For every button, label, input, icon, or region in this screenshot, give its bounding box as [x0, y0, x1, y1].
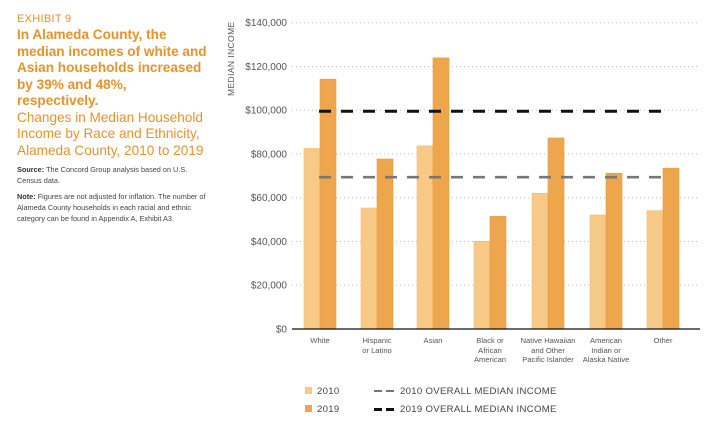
dash-2010-icon [374, 390, 394, 393]
bar-2019 [319, 78, 337, 330]
bar-2019 [432, 57, 450, 330]
y-tick-label: $80,000 [251, 149, 288, 160]
headline: In Alameda County, the median incomes of… [17, 27, 207, 108]
swatch-2019 [305, 405, 312, 412]
bar-2019 [547, 137, 565, 330]
bar-2019 [662, 167, 680, 330]
y-tick-label: $100,000 [245, 106, 287, 117]
bar-2019 [605, 172, 623, 330]
legend-2010-label: 2010 [317, 386, 340, 397]
source-text: The Concord Group analysis based on U.S.… [17, 165, 188, 185]
note-label: Note: [17, 192, 36, 201]
category-label: Black or African American [473, 336, 507, 365]
source-label: Source: [17, 165, 45, 174]
category-label: American Indian or Alaska Native [582, 336, 630, 365]
y-tick-label: $60,000 [251, 193, 288, 204]
legend-2019: 2019 [305, 404, 340, 415]
legend-ref-2019-label: 2019 OVERALL MEDIAN INCOME [400, 404, 557, 415]
y-tick-label: $40,000 [251, 237, 288, 248]
legend-ref-2019: 2019 OVERALL MEDIAN INCOME [374, 404, 557, 415]
note-text: Figures are not adjusted for inflation. … [17, 192, 206, 223]
bar-2010 [416, 145, 434, 330]
category-label: Native Hawaiian and Other Pacific Island… [520, 336, 576, 365]
inflation-note: Note: Figures are not adjusted for infla… [17, 191, 207, 224]
bar-2019 [376, 158, 394, 330]
bar-2019 [489, 216, 507, 330]
swatch-2010 [305, 387, 312, 394]
dash-2019-icon [374, 407, 394, 411]
bar-2010 [646, 210, 664, 330]
category-label: Other [653, 336, 673, 345]
y-tick-label: $0 [276, 325, 288, 336]
source-note: Source: The Concord Group analysis based… [17, 164, 207, 186]
exhibit-label: EXHIBIT 9 [17, 13, 72, 25]
legend-2019-label: 2019 [317, 404, 340, 415]
bar-2010 [360, 207, 378, 330]
legend-ref-2010-label: 2010 OVERALL MEDIAN INCOME [400, 386, 557, 397]
bar-2010 [303, 148, 321, 330]
category-label: Hispanic or Latino [362, 336, 392, 355]
y-tick-label: $140,000 [245, 18, 287, 29]
legend-2010: 2010 [305, 386, 340, 397]
bar-2010 [473, 240, 491, 330]
category-label: White [310, 336, 330, 345]
category-label: Asian [423, 336, 443, 345]
y-axis-label: MEDIAN INCOME [226, 21, 236, 96]
legend-ref-2010: 2010 OVERALL MEDIAN INCOME [374, 386, 557, 397]
y-tick-label: $120,000 [245, 62, 287, 73]
chart-subtitle: Changes in Median Household Income by Ra… [17, 109, 204, 158]
bar-2010 [589, 214, 607, 330]
text-panel: EXHIBIT 9 In Alameda County, the median … [17, 13, 207, 224]
bar-2010 [531, 193, 549, 330]
y-tick-label: $20,000 [251, 281, 288, 292]
